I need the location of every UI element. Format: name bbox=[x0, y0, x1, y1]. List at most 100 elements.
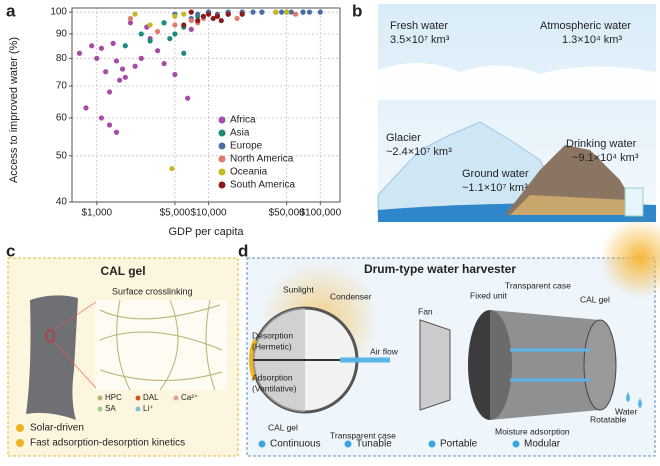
legend-label: South America bbox=[230, 180, 295, 191]
y-tick-label: 90 bbox=[56, 29, 68, 40]
legend-label: SA bbox=[105, 404, 116, 413]
x-tick-label: $50,000 bbox=[269, 208, 306, 219]
label: 1.3×10⁴ km³ bbox=[562, 34, 622, 46]
panel-c: c CAL gel Surface crosslinking HPC DAL Ca²… bbox=[6, 241, 239, 457]
point bbox=[181, 22, 187, 28]
label: Sunlight bbox=[283, 284, 314, 294]
point bbox=[181, 11, 187, 17]
point bbox=[119, 66, 126, 72]
legend-swatch bbox=[173, 395, 179, 401]
label: Glacier bbox=[386, 132, 421, 144]
label: (Ventilative) bbox=[252, 383, 297, 393]
legend-swatch bbox=[135, 406, 141, 412]
label: CAL gel bbox=[268, 422, 298, 432]
label: Water bbox=[615, 406, 638, 416]
plot: 40 50 60 70 80 90 100 $1,000 $5,000 $10,000 $50,00… bbox=[50, 7, 341, 219]
y-tick-label: 50 bbox=[56, 150, 68, 161]
legend-label: Africa bbox=[230, 115, 256, 126]
x-tick-label: $10,000 bbox=[190, 208, 227, 219]
point bbox=[188, 17, 194, 24]
label: Moisture adsorption bbox=[495, 426, 570, 436]
legend-label: Li⁺ bbox=[143, 404, 153, 413]
bullet bbox=[512, 440, 520, 448]
glass bbox=[624, 187, 644, 217]
cylinder bbox=[490, 310, 600, 420]
point bbox=[106, 122, 113, 128]
legend-swatch bbox=[218, 181, 226, 189]
fibers bbox=[99, 299, 223, 391]
label: Drinking water bbox=[566, 138, 637, 150]
plot-frame bbox=[71, 7, 341, 203]
label: ~1.1×10⁷ km³ bbox=[462, 182, 528, 194]
point bbox=[195, 11, 201, 17]
label: 3.5×10⁷ km³ bbox=[390, 34, 450, 46]
point bbox=[188, 26, 194, 32]
label: Rotatable bbox=[590, 414, 627, 424]
legend-swatch bbox=[218, 155, 226, 163]
label: CAL gel bbox=[580, 294, 610, 304]
bullet-text: Tunable bbox=[356, 439, 392, 450]
droplets bbox=[626, 392, 642, 408]
legend-swatch bbox=[97, 395, 103, 401]
connector bbox=[53, 301, 97, 331]
point bbox=[117, 77, 123, 83]
y-tick-label: 60 bbox=[56, 113, 68, 124]
point bbox=[205, 11, 212, 17]
point bbox=[110, 40, 116, 46]
panel-title: Drum-type water harvester bbox=[364, 262, 516, 276]
point bbox=[94, 55, 100, 61]
point bbox=[127, 20, 134, 26]
connector bbox=[53, 341, 97, 389]
point bbox=[225, 11, 231, 17]
point bbox=[292, 11, 299, 17]
legend-swatch bbox=[218, 116, 226, 124]
label: ~9.1×10⁴ km³ bbox=[572, 152, 639, 164]
label: Fan bbox=[418, 306, 433, 316]
x-tick-label: $100,000 bbox=[299, 208, 341, 219]
label: Air flow bbox=[370, 346, 399, 356]
label: Surface crosslinking bbox=[112, 286, 193, 296]
point bbox=[172, 22, 178, 28]
label: Desorption bbox=[252, 330, 293, 340]
point bbox=[132, 11, 138, 17]
legend-swatch bbox=[97, 406, 103, 412]
bullet bbox=[16, 439, 24, 447]
point bbox=[172, 13, 178, 19]
panel-title: CAL gel bbox=[100, 264, 145, 278]
gel-sheet bbox=[26, 295, 78, 420]
point bbox=[317, 9, 323, 15]
point bbox=[89, 43, 95, 49]
point bbox=[200, 13, 207, 19]
legend-label: Asia bbox=[230, 128, 250, 139]
point bbox=[181, 50, 187, 56]
point bbox=[113, 129, 120, 135]
point bbox=[138, 31, 144, 37]
label: Condenser bbox=[330, 291, 372, 301]
point bbox=[138, 55, 144, 61]
legend-swatch bbox=[135, 395, 141, 401]
panel-label: a bbox=[6, 1, 16, 20]
y-tick-label: 70 bbox=[56, 81, 68, 92]
sun bbox=[600, 218, 660, 298]
y-tick-label: 40 bbox=[56, 197, 68, 208]
point bbox=[132, 63, 138, 69]
soil bbox=[510, 195, 640, 215]
legend-label: Oceania bbox=[230, 167, 268, 178]
label: Adsorption bbox=[252, 372, 293, 382]
point bbox=[161, 20, 167, 26]
point bbox=[210, 15, 216, 22]
point bbox=[250, 9, 256, 15]
point bbox=[122, 43, 128, 49]
bullet-text: Continuous bbox=[270, 439, 321, 450]
point bbox=[185, 95, 191, 101]
panel-b: b Fresh water 3.5×10⁷ km³ Atmospheric wa… bbox=[352, 1, 656, 222]
fan bbox=[419, 319, 451, 411]
bullet-text: Modular bbox=[524, 439, 561, 450]
panel-label: d bbox=[238, 241, 248, 260]
point bbox=[172, 71, 178, 78]
point bbox=[259, 9, 265, 15]
point bbox=[76, 50, 83, 56]
point bbox=[300, 9, 306, 15]
point bbox=[113, 58, 120, 64]
